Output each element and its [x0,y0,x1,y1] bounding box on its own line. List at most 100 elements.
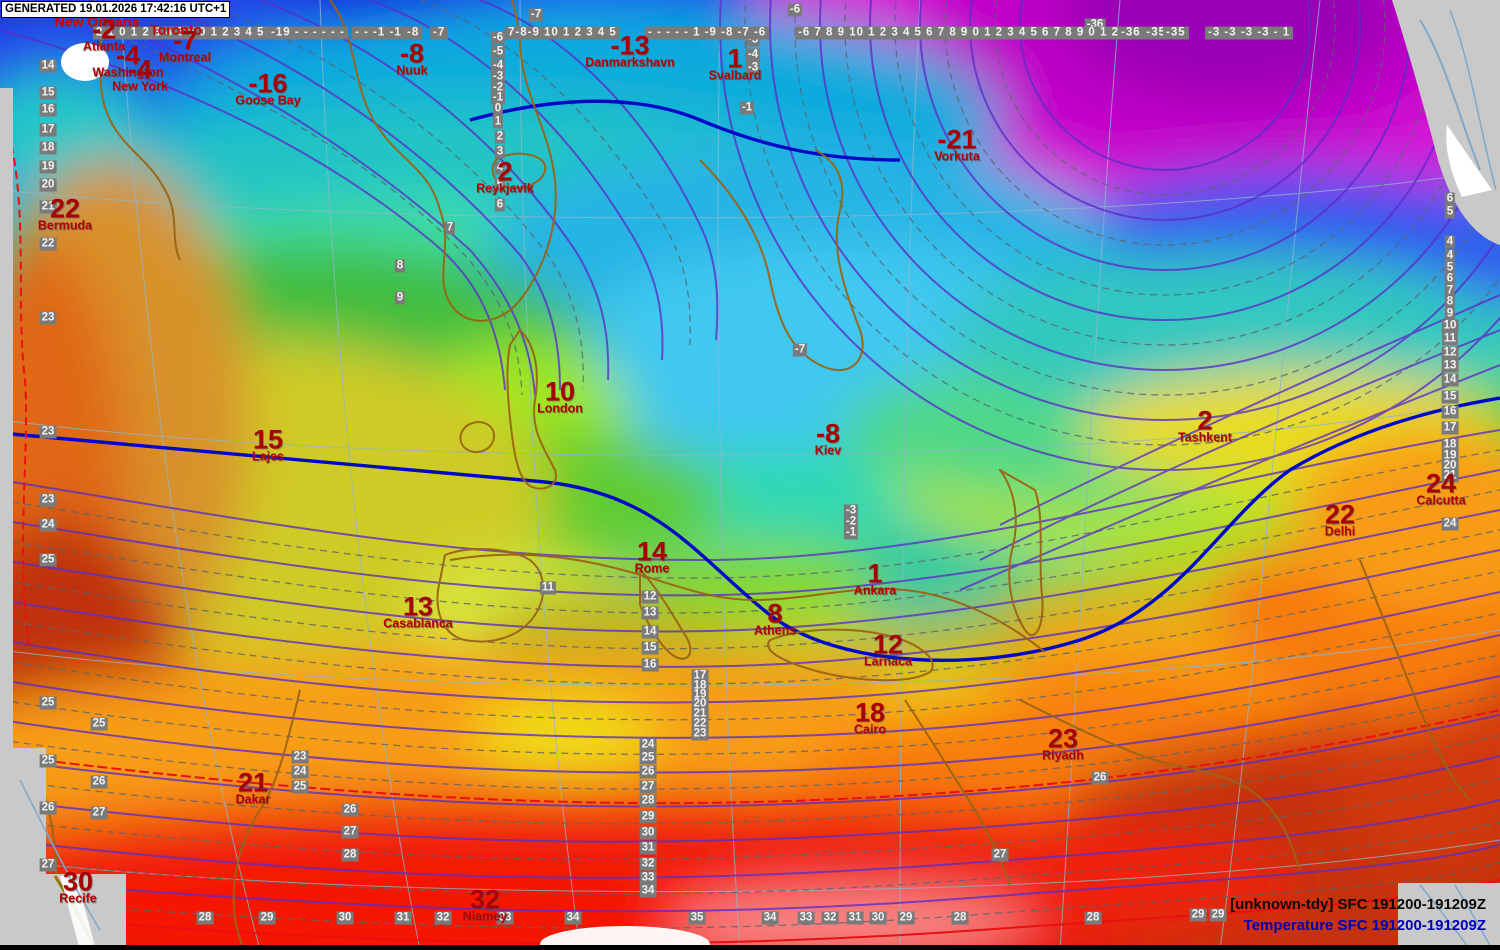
top-contour-tick-strip: -35 [1163,26,1189,40]
contour-tick-label: 14 [1441,373,1459,387]
contour-tick-label: 29 [897,911,915,925]
top-contour-tick-strip: -19 - - - - - - [268,26,348,40]
contour-tick-label: 11 [1441,332,1459,346]
contour-tick-label: 27 [991,848,1009,862]
contour-tick-label: -1 [739,101,755,115]
top-contour-tick-strip: 7-8-9 10 1 2 3 4 5 [505,26,620,40]
contour-tick-label: 22 [39,237,57,251]
contour-tick-label: 9 [394,291,406,305]
map-legend: [unknown-tdy] SFC 191200-191209Z Tempera… [1230,894,1486,936]
contour-tick-label: 24 [639,738,657,752]
contour-tick-label: 15 [1441,390,1459,404]
contour-tick-label: -3 [745,61,761,75]
contour-tick-label: 24 [39,518,57,532]
contour-tick-label: 25 [39,553,57,567]
contour-tick-label: 9 [1444,307,1456,321]
contour-tick-label: 24 [291,765,309,779]
contour-tick-label: 26 [639,765,657,779]
contour-tick-label: 15 [39,86,57,100]
generated-timestamp: GENERATED 19.01.2026 17:42:16 UTC+1 [1,1,231,18]
contour-tick-label: 34 [564,911,582,925]
contour-tick-label: 33 [496,911,514,925]
contour-tick-label: 4 [1444,249,1456,263]
contour-tick-label: 31 [639,841,657,855]
contour-tick-label: 30 [336,911,354,925]
contour-tick-label: 30 [639,826,657,840]
contour-tick-label: 25 [39,754,57,768]
contour-tick-label: 10 [1441,319,1459,333]
contour-tick-label: 13 [1441,359,1459,373]
contour-tick-label: 32 [639,857,657,871]
contour-tick-label: 21 [1441,469,1459,483]
contour-tick-label: 23 [39,425,57,439]
contour-tick-label: 4 [1444,235,1456,249]
contour-tick-label: 28 [639,794,657,808]
contour-tick-label: 23 [291,750,309,764]
contour-tick-label: 23 [39,493,57,507]
contour-tick-label: 33 [797,911,815,925]
contour-tick-label: -7 [792,343,808,357]
contour-tick-label: -2 [490,81,506,95]
contour-tick-label: 34 [761,911,779,925]
contour-tick-label: 27 [39,858,57,872]
contour-tick-label: 27 [90,806,108,820]
contour-tick-label: 18 [39,141,57,155]
top-contour-tick-strip: -36 [1118,26,1144,40]
contour-tick-label: -6 [490,31,506,45]
top-contour-tick-strip: - - - - - 1 -9 -8 -7 -6 [645,26,770,40]
contour-tick-label: 26 [341,803,359,817]
contour-tick-label: 26 [90,775,108,789]
contour-tick-label: 1 [492,115,504,129]
contour-tick-label: 21 [691,707,709,721]
contour-tick-label: 2 [494,130,506,144]
contour-tick-label: 25 [291,780,309,794]
contour-tick-label: 27 [341,825,359,839]
contour-tick-label: -3 [490,70,506,84]
contour-tick-label: -2 [843,515,859,529]
contour-tick-label: 13 [641,606,659,620]
contour-tick-label: -1 [843,526,859,540]
contour-tick-label: 5 [1444,205,1456,219]
contour-tick-label: 29 [1209,908,1227,922]
contour-tick-label: 28 [341,848,359,862]
contour-tick-label: -4 [490,59,506,73]
contour-tick-label: 20 [39,178,57,192]
contour-tick-label: 15 [641,641,659,655]
contour-tick-label: 29 [639,810,657,824]
contour-tick-label: 12 [641,590,659,604]
contour-tick-label: 35 [688,911,706,925]
contour-tick-label: 12 [1441,346,1459,360]
contour-tick-label: 27 [639,780,657,794]
contour-tick-label: 26 [39,801,57,815]
contour-tick-label: -5 [490,45,506,59]
contour-tick-label: 20 [691,697,709,711]
contour-tick-label: 23 [691,727,709,741]
top-contour-tick-strip: 2 1 0 1 2 3 4 5 6 7 8 [93,26,223,40]
top-contour-tick-strip: -6 7 8 9 10 1 2 3 4 5 6 7 8 9 0 1 2 3 4 … [795,26,1189,40]
contour-tick-label: 25 [639,751,657,765]
contour-tick-label: 31 [846,911,864,925]
legend-model-line: [unknown-tdy] SFC 191200-191209Z [1230,896,1486,913]
top-contour-tick-strip: - - -1 -1 -9 [352,26,422,40]
top-contour-tick-strip: -7 [430,26,449,40]
contour-tick-label: 19 [39,160,57,174]
contour-tick-label: 16 [39,103,57,117]
contour-tick-label: 32 [821,911,839,925]
contour-tick-label: 25 [90,717,108,731]
contour-tick-label: 24 [1441,517,1459,531]
contour-tick-label: 11 [539,581,557,595]
contour-tick-label: 17 [691,669,709,683]
contour-tick-label: -1 [490,91,506,105]
contour-tick-label: -7 [528,8,544,22]
contour-tick-label: 19 [1441,449,1459,463]
contour-tick-label: 18 [1441,438,1459,452]
contour-tick-label: 8 [394,259,406,273]
contour-tick-label: 3 [494,145,506,159]
contour-tick-label: 31 [394,911,412,925]
contour-tick-label: 16 [1441,405,1459,419]
contour-tick-label: 28 [196,911,214,925]
contour-tick-label: 34 [639,884,657,898]
